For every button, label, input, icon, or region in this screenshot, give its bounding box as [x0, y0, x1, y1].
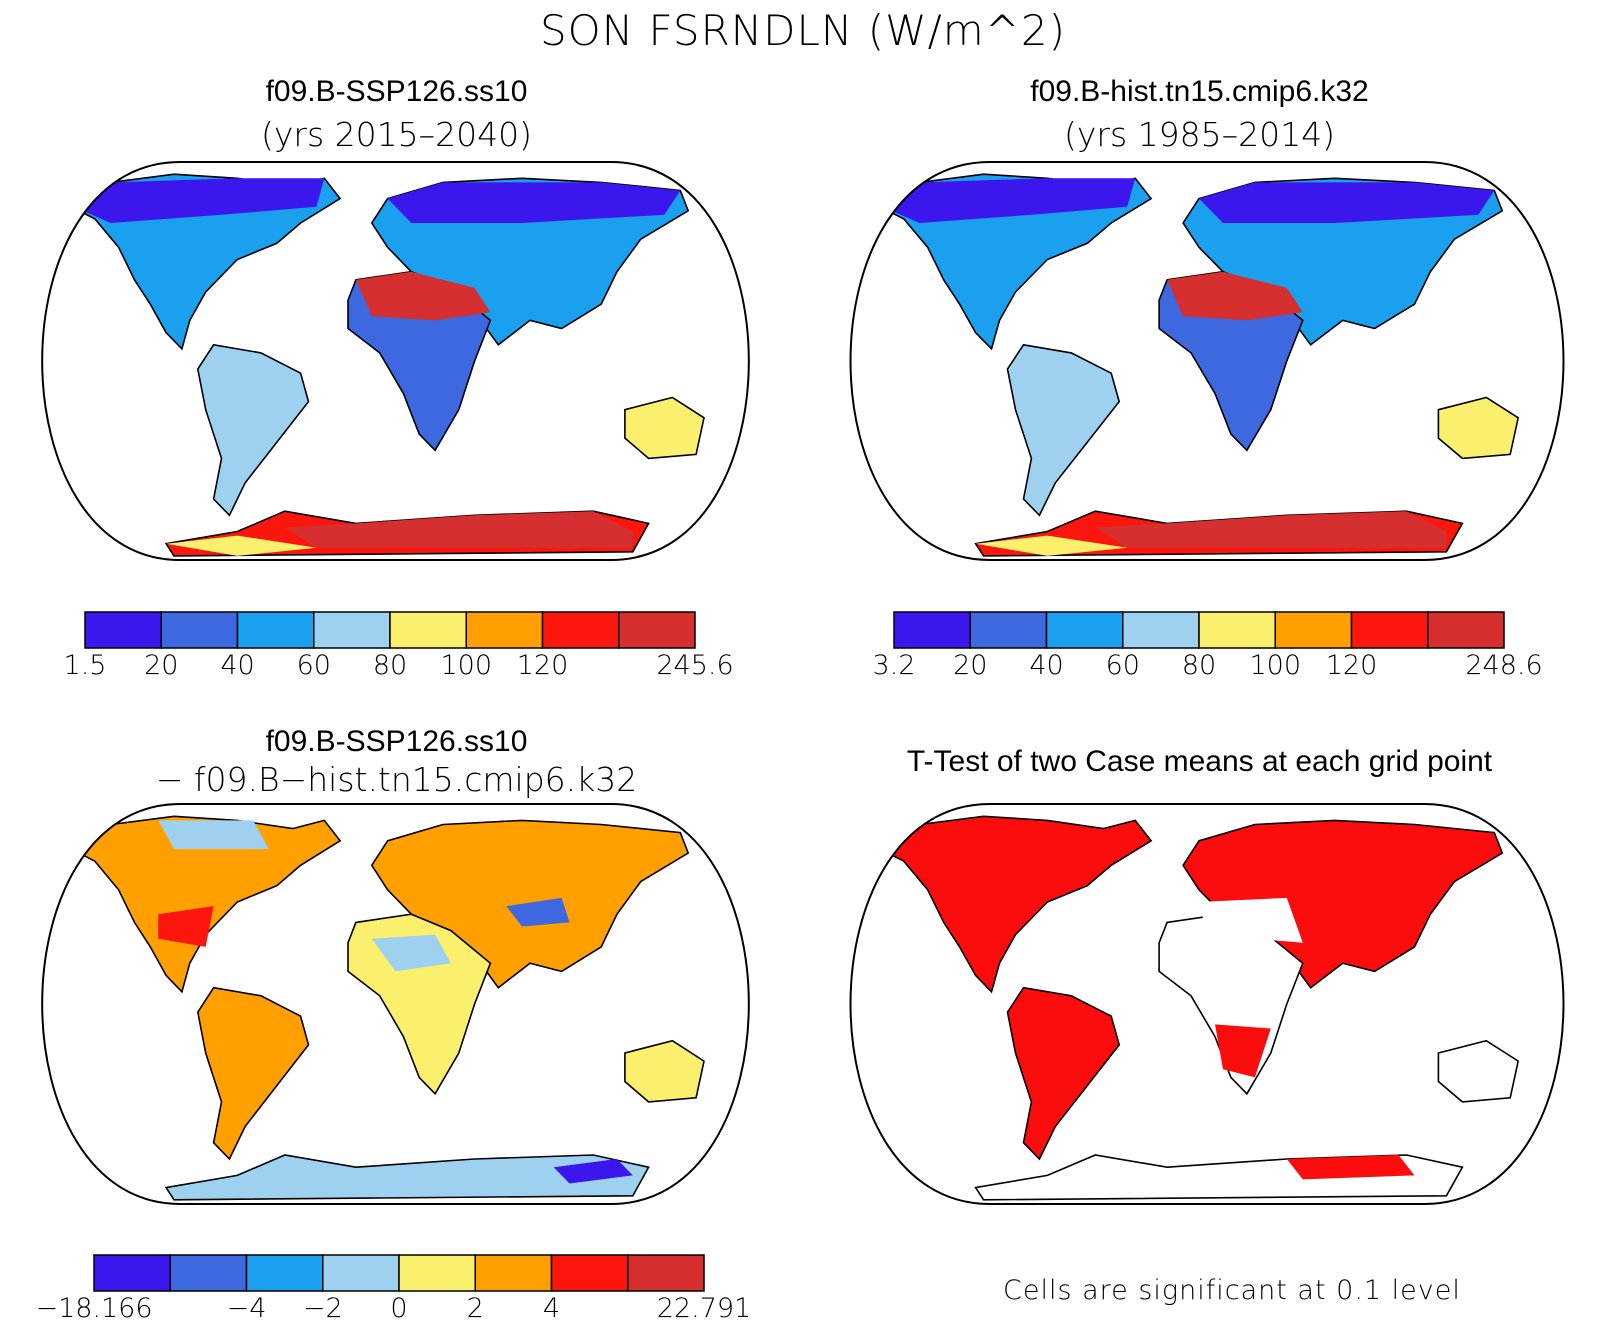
- panel-ssp-title: f09.B-SSP126.ss10: [265, 75, 528, 108]
- colorbar-tick-label: 22.791: [656, 1293, 752, 1324]
- continent-australia: [624, 396, 705, 460]
- colorbar-diff: [93, 1254, 705, 1292]
- arctic-patch: [158, 820, 269, 849]
- colorbar-tick-label: 120: [516, 650, 569, 681]
- continent-australia: [624, 1039, 705, 1103]
- colorbar-tick-label: 248.6: [1465, 650, 1543, 681]
- arctic-patch-eu: [387, 182, 681, 223]
- colorbar-tick-label: 40: [220, 650, 255, 681]
- continent-samerica: [196, 343, 310, 517]
- colorbar-swatch: [84, 611, 162, 649]
- colorbar-tick-label: 80: [372, 650, 408, 681]
- colorbar-hist: [893, 611, 1505, 649]
- tibet-patch: [506, 897, 570, 927]
- south-africa-patch: [1215, 1024, 1271, 1078]
- colorbar-tick-label: −4: [226, 1293, 267, 1324]
- colorbar-swatch: [550, 1254, 629, 1292]
- colorbar-swatch: [1274, 611, 1353, 649]
- colorbar-swatch: [236, 611, 315, 649]
- map-frame: [849, 803, 1565, 1205]
- colorbar-tick-label: 20: [953, 650, 988, 681]
- colorbar-tick-label: 20: [144, 650, 179, 681]
- colorbar-swatch: [313, 611, 391, 649]
- map-ttest: [849, 803, 1565, 1205]
- colorbar-swatch: [169, 1254, 248, 1292]
- arctic-patch-na: [55, 178, 325, 223]
- panel-ssp-subtitle: (yrs 2015–2040): [261, 115, 532, 154]
- sahara-patch: [355, 271, 491, 321]
- colorbar-tick-label: 80: [1181, 650, 1217, 681]
- colorbar-swatch: [627, 1254, 705, 1292]
- antarctic-patch: [284, 511, 633, 548]
- continent-africa: [347, 913, 492, 1096]
- colorbar-tick-label: −2: [302, 1293, 343, 1324]
- antarctic-patch: [1095, 511, 1447, 548]
- colorbar-swatch: [618, 611, 696, 649]
- colorbar-swatch: [541, 611, 620, 649]
- arctic-patch-eu: [1199, 182, 1495, 223]
- sahara-patch: [1167, 271, 1303, 321]
- antarctic-coast-patch: [975, 535, 1128, 556]
- colorbar-swatch: [398, 1254, 476, 1292]
- panel-hist-subtitle: (yrs 1985–2014): [1064, 115, 1335, 154]
- colorbar-tick-label: 3.2: [872, 650, 916, 681]
- colorbar-tick-label: 100: [1249, 650, 1302, 681]
- sahara-patch: [371, 934, 451, 972]
- panel-diff-title: f09.B-SSP126.ss10: [265, 725, 528, 758]
- colorbar-tick-label: 1.5: [63, 650, 107, 681]
- colorbar-swatch: [1122, 611, 1200, 649]
- colorbar-swatch: [969, 611, 1048, 649]
- panel-ttest-note: Cells are significant at 0.1 level: [1003, 1275, 1461, 1306]
- colorbar-ssp: [84, 611, 696, 649]
- colorbar-tick-label: 100: [440, 650, 493, 681]
- arctic-patch-na: [863, 178, 1136, 223]
- colorbar-swatch: [1198, 611, 1276, 649]
- colorbar-tick-label: 40: [1029, 650, 1064, 681]
- map-diff: [41, 803, 750, 1205]
- colorbar-tick-label: 2: [466, 1293, 484, 1324]
- continent-samerica: [1006, 986, 1121, 1161]
- continent-australia: [1437, 1039, 1520, 1103]
- colorbar-tick-label: 60: [1105, 650, 1140, 681]
- continent-samerica: [1006, 343, 1121, 517]
- antarctic-patch: [553, 1159, 633, 1184]
- map-frame: [41, 161, 750, 561]
- continent-namerica: [861, 815, 1153, 994]
- map-hist: [849, 161, 1565, 561]
- colorbar-swatch: [93, 1254, 171, 1292]
- map-ssp: [41, 161, 750, 561]
- antarctic-patch: [1286, 1155, 1415, 1180]
- continent-australia: [1437, 396, 1520, 460]
- colorbar-swatch: [1427, 611, 1505, 649]
- colorbar-swatch: [474, 1254, 553, 1292]
- insignificant-patch: [1199, 897, 1303, 943]
- colorbar-tick-label: 0: [390, 1293, 408, 1324]
- us-patch: [158, 906, 214, 947]
- map-frame: [41, 803, 750, 1205]
- panel-diff-subtitle: − f09.B−hist.tn15.cmip6.k32: [155, 760, 638, 799]
- colorbar-swatch: [465, 611, 544, 649]
- panel-ttest-title: T-Test of two Case means at each grid po…: [906, 745, 1493, 778]
- colorbar-swatch: [1045, 611, 1124, 649]
- colorbar-tick-label: 4: [542, 1293, 561, 1324]
- colorbar-swatch: [893, 611, 971, 649]
- colorbar-tick-label: 120: [1325, 650, 1378, 681]
- continent-samerica: [196, 986, 310, 1161]
- colorbar-tick-label: 245.6: [656, 650, 734, 681]
- colorbar-tick-label: −18.166: [35, 1293, 153, 1324]
- colorbar-tick-label: 60: [296, 650, 331, 681]
- colorbar-swatch: [160, 611, 239, 649]
- colorbar-swatch: [389, 611, 467, 649]
- antarctic-coast-patch: [166, 535, 317, 556]
- colorbar-swatch: [322, 1254, 400, 1292]
- panel-hist-title: f09.B-hist.tn15.cmip6.k32: [1030, 75, 1369, 108]
- colorbar-swatch: [245, 1254, 324, 1292]
- map-frame: [849, 161, 1565, 561]
- colorbar-swatch: [1350, 611, 1429, 649]
- continent-antarctica: [164, 1154, 650, 1201]
- figure-title: SON FSRNDLN (W/m^2): [540, 6, 1066, 55]
